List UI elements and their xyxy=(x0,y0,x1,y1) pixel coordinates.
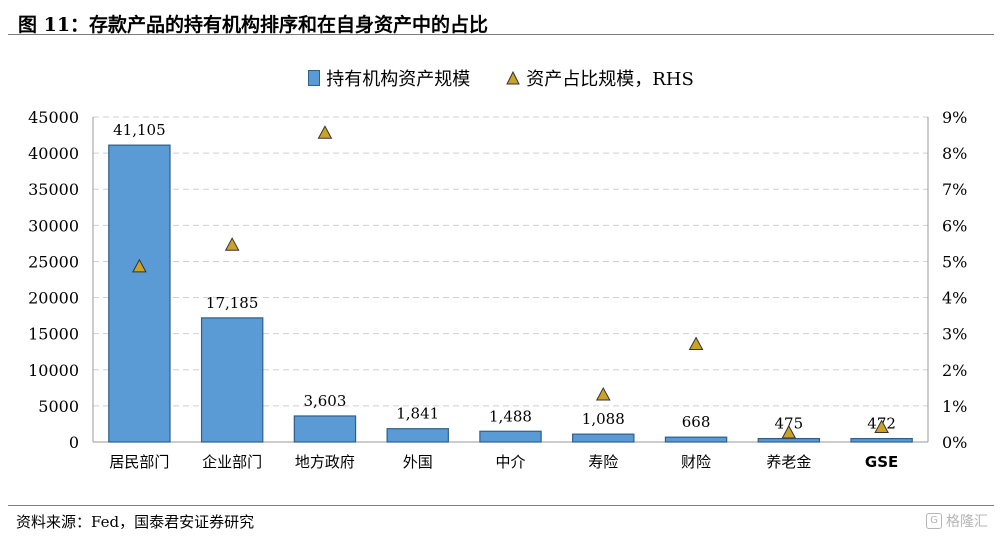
bar-value-label: 475 xyxy=(775,415,804,433)
legend-bar-swatch xyxy=(308,70,321,86)
y-tick-label: 5000 xyxy=(38,397,79,416)
triangle-marker xyxy=(688,336,704,350)
x-tick-label: 居民部门 xyxy=(109,453,169,471)
y2-tick-label: 5% xyxy=(942,252,967,271)
y-tick-label: 15000 xyxy=(28,325,79,344)
legend-item-marker: 资产占比规模，RHS xyxy=(506,65,694,91)
legend-marker-label: 资产占比规模，RHS xyxy=(526,69,694,90)
triangle-marker xyxy=(132,258,147,273)
legend-item-bar: 持有机构资产规模 xyxy=(308,65,470,91)
triangle-marker xyxy=(595,387,611,401)
x-tick-label: GSE xyxy=(865,453,898,471)
y-tick-label: 35000 xyxy=(28,180,79,199)
bar xyxy=(479,430,542,443)
y-tick-label: 25000 xyxy=(28,252,79,271)
x-tick-label: 寿险 xyxy=(588,453,618,471)
y-tick-label: 20000 xyxy=(28,289,79,308)
bar-value-label: 668 xyxy=(682,413,711,431)
bar xyxy=(850,437,913,443)
bar xyxy=(757,437,821,443)
legend-triangle-icon xyxy=(506,71,521,85)
y2-tick-label: 6% xyxy=(942,216,967,235)
footer-divider xyxy=(8,505,994,506)
x-tick-label: 财险 xyxy=(681,453,711,471)
y2-tick-label: 3% xyxy=(942,325,967,344)
x-tick-label: 养老金 xyxy=(766,453,811,471)
triangle-marker xyxy=(781,424,797,439)
chart-legend: 持有机构资产规模 资产占比规模，RHS xyxy=(0,66,1002,90)
y-tick-label: 10000 xyxy=(28,361,79,380)
bar-value-label: 17,185 xyxy=(206,294,259,312)
y2-tick-label: 4% xyxy=(942,289,967,308)
source-note: 资料来源：Fed，国泰君安证券研究 xyxy=(16,513,255,531)
y2-tick-label: 2% xyxy=(942,361,967,380)
bar xyxy=(293,415,357,443)
chart-title: 图 11：存款产品的持有机构排序和在自身资产中的占比 xyxy=(18,14,489,36)
y2-tick-label: 8% xyxy=(942,144,967,163)
y-tick-label: 40000 xyxy=(28,144,79,163)
bar-chart: 0 5000 10000 15000 20000 25000 30000 35000 40000… xyxy=(28,108,967,471)
triangle-marker xyxy=(874,419,889,434)
y2-tick-label: 9% xyxy=(942,108,967,127)
bar-value-label: 1,088 xyxy=(582,410,625,428)
watermark: G 格隆汇 xyxy=(926,511,988,531)
bar xyxy=(664,436,728,443)
x-tick-label: 企业部门 xyxy=(202,453,262,471)
bar xyxy=(200,317,264,443)
bar-value-label: 3,603 xyxy=(303,392,346,410)
bar xyxy=(108,144,171,443)
triangle-marker xyxy=(317,125,333,139)
x-tick-label: 外国 xyxy=(403,453,433,471)
y2-tick-label: 0% xyxy=(942,433,967,452)
bar-value-label: 41,105 xyxy=(113,121,166,139)
legend-bar-label: 持有机构资产规模 xyxy=(326,69,471,90)
triangle-marker xyxy=(224,237,240,251)
y2-tick-label: 7% xyxy=(942,180,967,199)
bar-value-label: 1,488 xyxy=(489,407,532,425)
title-bar: 图 11：存款产品的持有机构排序和在自身资产中的占比 xyxy=(8,6,994,36)
x-tick-label: 地方政府 xyxy=(295,453,355,471)
bar xyxy=(572,433,635,443)
y-tick-label: 30000 xyxy=(28,216,79,235)
y2-tick-label: 1% xyxy=(942,397,967,416)
x-tick-label: 中介 xyxy=(495,453,525,471)
y-tick-label: 0 xyxy=(69,433,79,452)
bar-value-label: 1,841 xyxy=(396,405,439,423)
watermark-logo-icon: G xyxy=(926,513,942,529)
y-tick-label: 45000 xyxy=(28,108,79,127)
watermark-text: 格隆汇 xyxy=(946,514,988,530)
bar xyxy=(386,428,449,443)
